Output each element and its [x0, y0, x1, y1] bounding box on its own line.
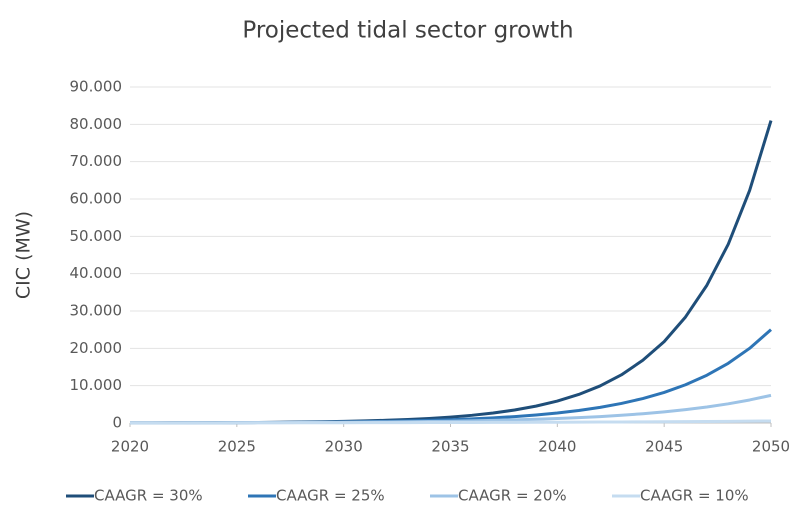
x-tick-label: 2040: [538, 438, 576, 456]
x-tick-label: 2030: [325, 438, 363, 456]
series-line: [129, 419, 772, 425]
x-tick-label: 2035: [431, 438, 469, 456]
y-tick-label: 20.000: [70, 339, 123, 357]
legend-label: CAAGR = 10%: [640, 487, 749, 505]
y-tick-label: 60.000: [70, 190, 123, 208]
legend-label: CAAGR = 25%: [276, 487, 385, 505]
x-tick-label: 2045: [645, 438, 683, 456]
y-tick-label: 90.000: [70, 78, 123, 96]
y-tick-label: 0: [112, 414, 122, 432]
x-tick-label: 2020: [111, 438, 149, 456]
y-tick-label: 10.000: [70, 376, 123, 394]
y-tick-label: 70.000: [70, 152, 123, 170]
y-tick-label: 30.000: [70, 302, 123, 320]
x-tick-label: 2025: [218, 438, 256, 456]
y-tick-label: 40.000: [70, 264, 123, 282]
legend-label: CAAGR = 30%: [94, 487, 203, 505]
y-axis-label: CIC (MW): [13, 211, 35, 299]
x-tick-label: 2050: [752, 438, 790, 456]
y-tick-label: 80.000: [70, 115, 123, 133]
y-tick-label: 50.000: [70, 227, 123, 245]
series-line: [129, 328, 772, 425]
legend-label: CAAGR = 20%: [458, 487, 567, 505]
series-line: [129, 120, 773, 425]
chart-title: Projected tidal sector growth: [242, 18, 573, 44]
